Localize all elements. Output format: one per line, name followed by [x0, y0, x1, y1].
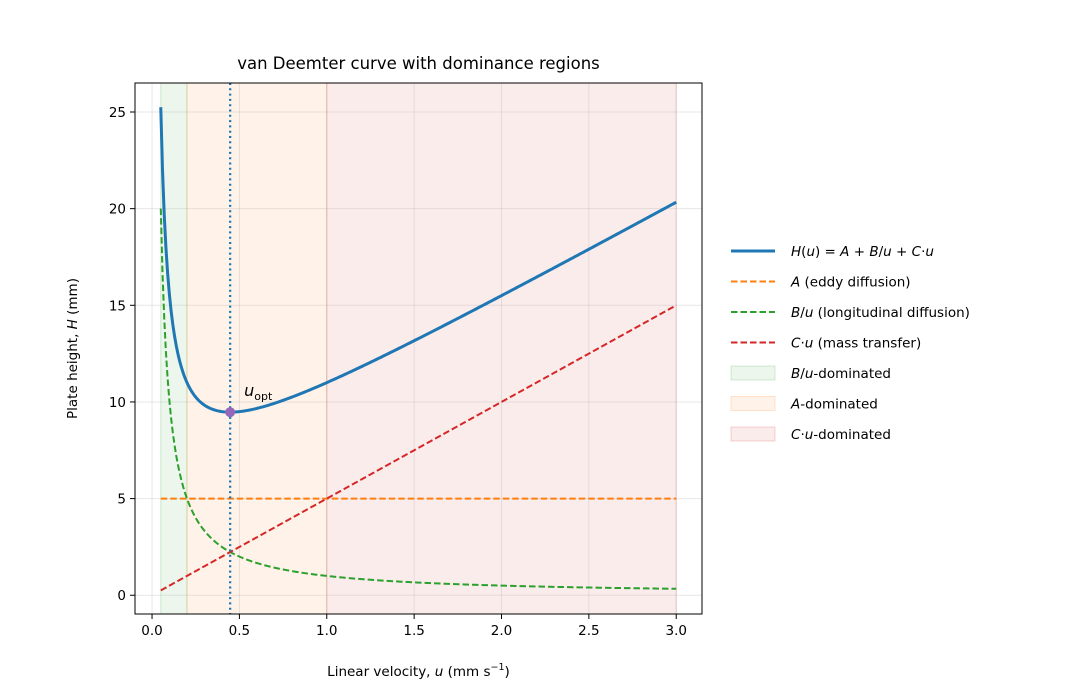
- legend-entry-2: B/u (longitudinal diffusion): [731, 305, 970, 321]
- legend: H(u) = A + B/u + C·u A (eddy diffusion) B/…: [730, 244, 970, 443]
- series-line-0: [159, 107, 677, 414]
- chart-title: van Deemter curve with dominance regions: [237, 54, 600, 73]
- legend-label: A (eddy diffusion): [790, 275, 911, 291]
- x-tick-label: 1.0: [316, 623, 337, 639]
- legend-swatch: [730, 396, 776, 411]
- legend-swatch: [730, 365, 776, 381]
- x-tick-label: 1.5: [403, 623, 424, 639]
- legend-entry-4: B/u-dominated: [730, 365, 891, 382]
- optimum-marker-group: uopt: [225, 83, 273, 614]
- dominance-regions: [160, 82, 677, 615]
- plot-frame: [134, 82, 703, 615]
- optimum-point: [225, 407, 236, 418]
- y-tick-label: 25: [109, 105, 126, 121]
- x-tick-label: 2.5: [578, 623, 599, 639]
- series-line-3: [160, 304, 677, 592]
- legend-entry-3: C·u (mass transfer): [731, 336, 921, 352]
- legend-label: A-dominated: [790, 397, 878, 413]
- series-line-2: [159, 208, 677, 590]
- legend-label: H(u) = A + B/u + C·u: [791, 244, 934, 260]
- legend-label: B/u (longitudinal diffusion): [791, 305, 970, 321]
- legend-label: B/u-dominated: [791, 366, 891, 382]
- region-2: [326, 82, 677, 615]
- optimum-label: uopt: [244, 381, 273, 403]
- x-tick-label: 0.0: [141, 623, 162, 639]
- x-axis-label: Linear velocity, u (mm s−1): [327, 662, 510, 680]
- y-axis-label: Plate height, H (mm): [65, 278, 81, 419]
- y-tick-label: 5: [117, 492, 126, 508]
- y-tick-label: 20: [109, 202, 126, 218]
- legend-entry-1: A (eddy diffusion): [731, 275, 911, 291]
- legend-label: C·u (mass transfer): [791, 336, 921, 352]
- y-tick-label: 10: [109, 395, 126, 411]
- legend-entry-0: H(u) = A + B/u + C·u: [731, 244, 934, 260]
- axis-ticks: 0.0 0.5 1.0 1.5 2.0 2.5 3.0 0 5 10 15 20 25: [109, 105, 687, 639]
- legend-label: C·u-dominated: [791, 427, 891, 443]
- y-tick-label: 15: [109, 298, 126, 314]
- legend-swatch: [730, 426, 776, 442]
- x-tick-label: 3.0: [665, 623, 686, 639]
- series-lines: [159, 107, 677, 592]
- region-0: [160, 82, 188, 615]
- legend-entry-6: C·u-dominated: [730, 426, 891, 443]
- x-tick-label: 0.5: [229, 623, 250, 639]
- legend-entry-5: A-dominated: [730, 396, 878, 413]
- y-tick-label: 0: [117, 588, 126, 604]
- x-tick-label: 2.0: [491, 623, 512, 639]
